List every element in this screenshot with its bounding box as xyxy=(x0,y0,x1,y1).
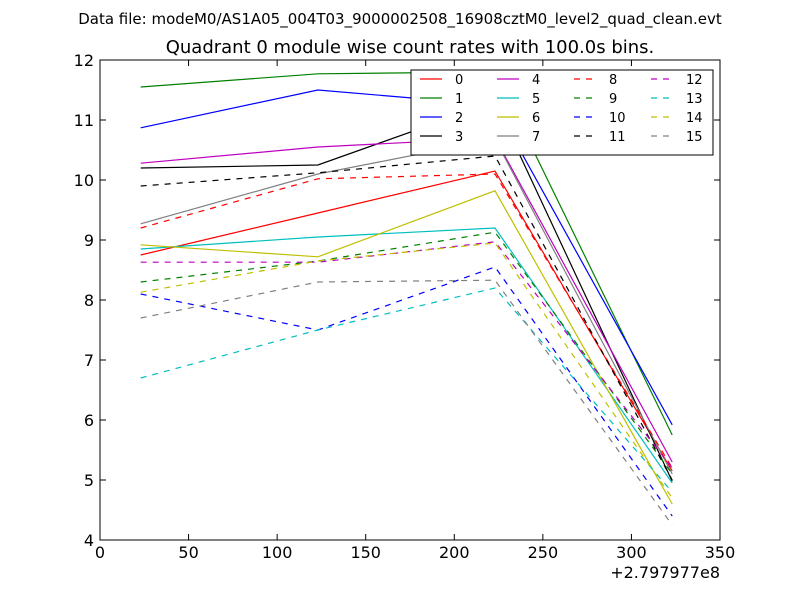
series-line-15 xyxy=(140,279,673,526)
legend-box xyxy=(410,69,714,156)
legend-label-9: 9 xyxy=(609,92,617,107)
legend-label-1: 1 xyxy=(455,92,463,107)
y-tick-label: 6 xyxy=(84,411,94,430)
legend-label-11: 11 xyxy=(609,130,626,145)
chart-title: Quadrant 0 module wise count rates with … xyxy=(166,37,655,58)
y-tick-label: 9 xyxy=(84,231,94,250)
x-tick-label: 100 xyxy=(262,543,293,562)
series-line-5 xyxy=(140,227,673,484)
series-line-3 xyxy=(140,101,673,482)
y-tick-label: 5 xyxy=(84,471,94,490)
series-line-14 xyxy=(140,242,673,499)
y-tick-label: 4 xyxy=(84,531,94,550)
x-tick-label: 50 xyxy=(178,543,198,562)
legend-label-0: 0 xyxy=(455,73,463,88)
x-tick-label: 300 xyxy=(616,543,647,562)
legend-label-8: 8 xyxy=(609,73,617,88)
series-line-12 xyxy=(140,241,673,469)
series-line-8 xyxy=(140,173,673,469)
legend-label-7: 7 xyxy=(532,130,540,145)
chart-suptitle: Data file: modeM0/AS1A05_004T03_90000025… xyxy=(78,10,722,29)
series-line-9 xyxy=(140,231,673,475)
series-layer xyxy=(140,71,673,526)
y-tick-label: 8 xyxy=(84,291,94,310)
legend-label-10: 10 xyxy=(609,111,626,126)
series-line-7 xyxy=(140,138,673,475)
legend-label-12: 12 xyxy=(686,73,703,88)
series-line-1 xyxy=(140,71,673,436)
legend-label-4: 4 xyxy=(532,73,540,88)
series-line-2 xyxy=(140,89,673,426)
series-line-11 xyxy=(140,155,673,481)
y-tick-label: 7 xyxy=(84,351,94,370)
x-tick-label: 250 xyxy=(528,543,559,562)
series-line-13 xyxy=(140,287,673,493)
legend-label-2: 2 xyxy=(455,111,463,126)
legend-label-6: 6 xyxy=(532,111,540,126)
legend-label-13: 13 xyxy=(686,92,703,107)
series-line-4 xyxy=(140,137,673,463)
series-line-0 xyxy=(140,170,673,472)
legend-label-14: 14 xyxy=(686,111,703,126)
x-tick-label: 0 xyxy=(95,543,105,562)
x-tick-label: 150 xyxy=(350,543,381,562)
x-tick-label: 350 xyxy=(705,543,736,562)
x-offset-label: +2.797977e8 xyxy=(610,563,720,582)
y-tick-label: 12 xyxy=(74,51,94,70)
y-tick-label: 10 xyxy=(74,171,94,190)
x-tick-label: 200 xyxy=(439,543,470,562)
series-line-10 xyxy=(140,266,673,517)
legend-label-3: 3 xyxy=(455,130,463,145)
legend-label-15: 15 xyxy=(686,130,703,145)
y-tick-label: 11 xyxy=(74,111,94,130)
axes-layer: 0 50 100 150 200 250 300 350456789101112+2.7979… xyxy=(74,51,736,582)
legend-label-5: 5 xyxy=(532,92,540,107)
series-line-6 xyxy=(140,190,673,505)
